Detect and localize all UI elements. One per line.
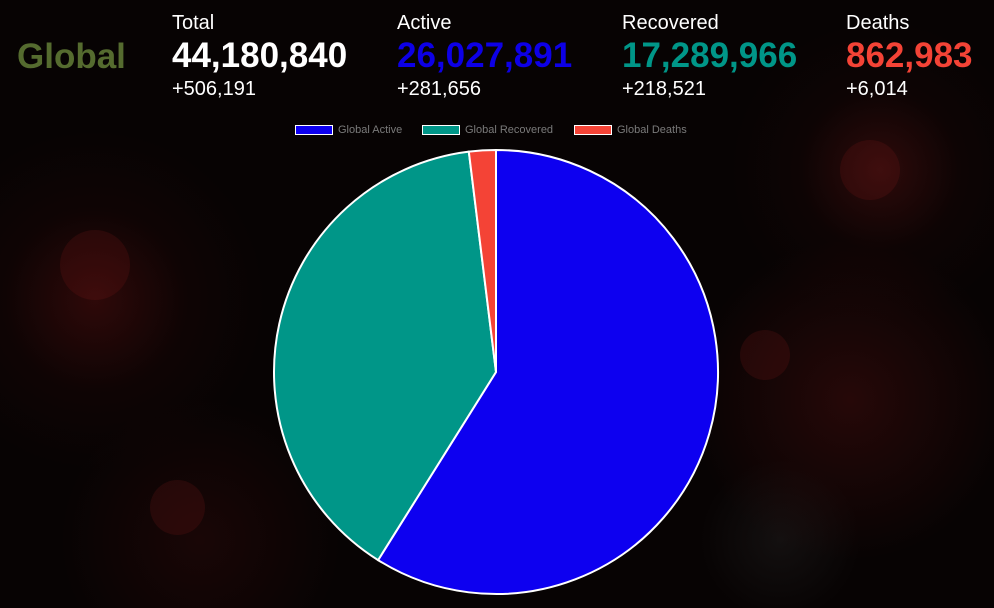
legend-item-active[interactable]: Global Active bbox=[295, 124, 402, 136]
virus-particle-decoration bbox=[840, 140, 900, 200]
stats-header: Global Total 44,180,840 +506,191 Active … bbox=[0, 0, 994, 110]
virus-particle-decoration bbox=[740, 330, 790, 380]
stat-total: Total 44,180,840 +506,191 bbox=[172, 12, 347, 101]
legend-swatch-recovered bbox=[422, 125, 460, 135]
stat-recovered-delta: +218,521 bbox=[622, 78, 706, 100]
legend-swatch-deaths bbox=[574, 125, 612, 135]
virus-particle-decoration bbox=[60, 230, 130, 300]
legend-swatch-active bbox=[295, 125, 333, 135]
stat-active-delta: +281,656 bbox=[397, 78, 481, 100]
stat-deaths-value: 862,983 bbox=[846, 36, 973, 75]
stat-recovered-label: Recovered bbox=[622, 12, 719, 34]
stat-deaths-delta: +6,014 bbox=[846, 78, 908, 100]
virus-particle-decoration bbox=[150, 480, 205, 535]
legend-label-active: Global Active bbox=[338, 124, 403, 136]
stat-active-value: 26,027,891 bbox=[397, 36, 573, 75]
pie-slice-active[interactable] bbox=[376, 148, 719, 595]
stat-total-delta: +506,191 bbox=[172, 78, 256, 100]
legend-label-recovered: Global Recovered bbox=[465, 124, 554, 136]
stat-total-value: 44,180,840 bbox=[172, 36, 348, 75]
stat-active: Active 26,027,891 +281,656 bbox=[397, 12, 572, 101]
stat-active-label: Active bbox=[397, 12, 452, 34]
stat-total-label: Total bbox=[172, 12, 215, 34]
stat-deaths-label: Deaths bbox=[846, 12, 910, 34]
region-label: Global bbox=[17, 37, 126, 76]
stat-recovered: Recovered 17,289,966 +218,521 bbox=[622, 12, 797, 101]
stat-deaths: Deaths 862,983 +6,014 bbox=[846, 12, 973, 101]
pie-slice-deaths[interactable] bbox=[467, 148, 497, 373]
chart-legend: Global Active Global Recovered Global De… bbox=[0, 124, 994, 140]
legend-item-deaths[interactable]: Global Deaths bbox=[574, 124, 687, 136]
pie-slice-recovered[interactable] bbox=[273, 150, 498, 562]
legend-label-deaths: Global Deaths bbox=[617, 124, 687, 136]
stat-recovered-value: 17,289,966 bbox=[622, 36, 798, 75]
legend-item-recovered[interactable]: Global Recovered bbox=[422, 124, 553, 136]
